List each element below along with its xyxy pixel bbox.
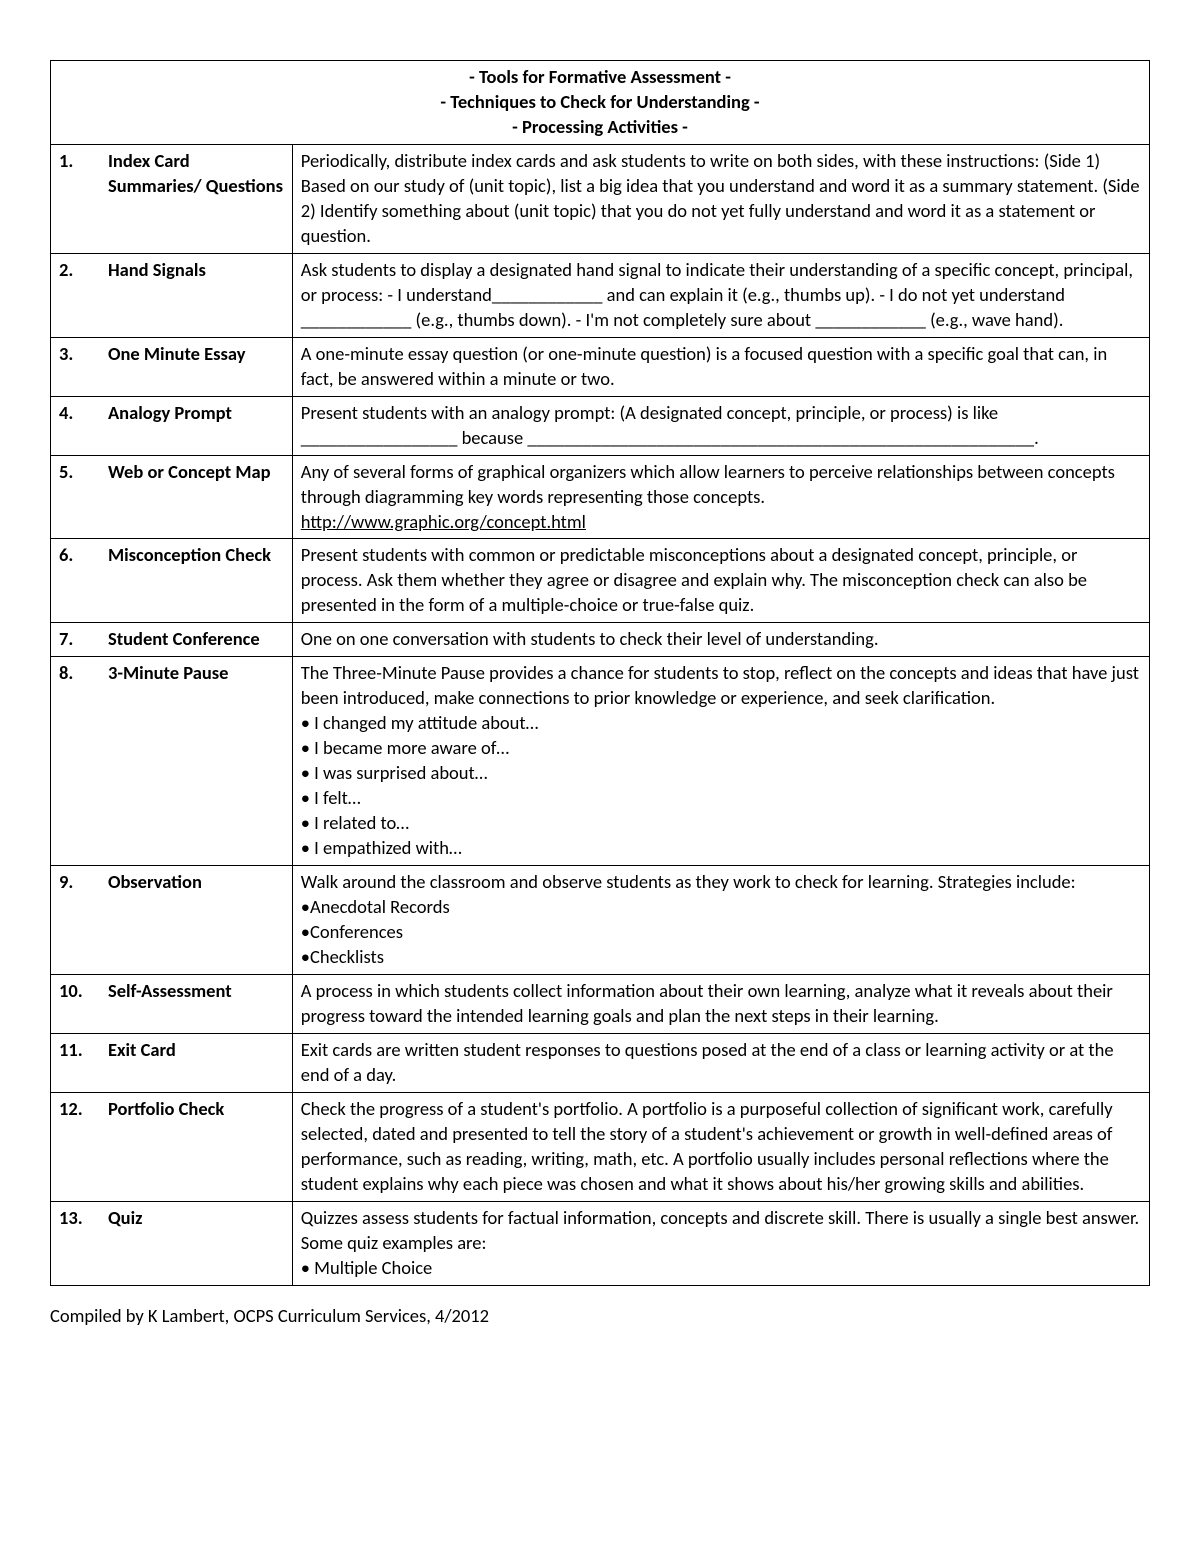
row-label: Student Conference xyxy=(100,623,292,657)
list-item: I became more aware of… xyxy=(301,736,1141,761)
table-row: 12.Portfolio CheckCheck the progress of … xyxy=(51,1092,1150,1201)
table-row: 3.One Minute EssayA one-minute essay que… xyxy=(51,337,1150,396)
row-label: Index Card Summaries/ Questions xyxy=(100,144,292,253)
footer-text: Compiled by K Lambert, OCPS Curriculum S… xyxy=(50,1304,1150,1327)
row-number: 11. xyxy=(51,1033,100,1092)
table-title: - Tools for Formative Assessment - - Tec… xyxy=(51,61,1150,145)
row-label: Web or Concept Map xyxy=(100,455,292,539)
table-row: 4.Analogy PromptPresent students with an… xyxy=(51,396,1150,455)
row-label: Portfolio Check xyxy=(100,1092,292,1201)
row-description: Check the progress of a student's portfo… xyxy=(292,1092,1149,1201)
list-item: I felt… xyxy=(301,786,1141,811)
row-label: Analogy Prompt xyxy=(100,396,292,455)
document-page: - Tools for Formative Assessment - - Tec… xyxy=(0,0,1200,1553)
row-number: 2. xyxy=(51,253,100,337)
row-number: 5. xyxy=(51,455,100,539)
row-number: 4. xyxy=(51,396,100,455)
table-row: 7.Student ConferenceOne on one conversat… xyxy=(51,623,1150,657)
list-item: I changed my attitude about… xyxy=(301,711,1141,736)
table-row: 13.QuizQuizzes assess students for factu… xyxy=(51,1201,1150,1285)
row-label: Exit Card xyxy=(100,1033,292,1092)
row-label: Misconception Check xyxy=(100,539,292,623)
row-description-intro: Walk around the classroom and observe st… xyxy=(301,870,1141,895)
row-label: Hand Signals xyxy=(100,253,292,337)
title-line-1: - Tools for Formative Assessment - xyxy=(59,65,1141,90)
row-number: 13. xyxy=(51,1201,100,1285)
row-label: Observation xyxy=(100,866,292,975)
row-number: 10. xyxy=(51,974,100,1033)
table-row: 5.Web or Concept MapAny of several forms… xyxy=(51,455,1150,539)
row-description: Walk around the classroom and observe st… xyxy=(292,866,1149,975)
row-label: 3-Minute Pause xyxy=(100,657,292,866)
row-description-intro: Quizzes assess students for factual info… xyxy=(301,1206,1141,1256)
row-number: 9. xyxy=(51,866,100,975)
row-bullet-list: I changed my attitude about… I became mo… xyxy=(301,711,1141,861)
list-item: I related to… xyxy=(301,811,1141,836)
list-item: I empathized with… xyxy=(301,836,1141,861)
row-bullet-list: Anecdotal RecordsConferencesChecklists xyxy=(301,895,1141,970)
row-number: 12. xyxy=(51,1092,100,1201)
row-description: A process in which students collect info… xyxy=(292,974,1149,1033)
row-label: Quiz xyxy=(100,1201,292,1285)
row-number: 8. xyxy=(51,657,100,866)
title-line-2: - Techniques to Check for Understanding … xyxy=(59,90,1141,115)
list-item: Multiple Choice xyxy=(301,1256,1141,1281)
row-description-intro: The Three-Minute Pause provides a chance… xyxy=(301,661,1141,711)
row-link[interactable]: http://www.graphic.org/concept.html xyxy=(301,510,1141,535)
row-number: 3. xyxy=(51,337,100,396)
table-row: 10.Self-AssessmentA process in which stu… xyxy=(51,974,1150,1033)
row-description: Quizzes assess students for factual info… xyxy=(292,1201,1149,1285)
assessment-table: - Tools for Formative Assessment - - Tec… xyxy=(50,60,1150,1286)
header-row: - Tools for Formative Assessment - - Tec… xyxy=(51,61,1150,145)
row-number: 7. xyxy=(51,623,100,657)
row-number: 1. xyxy=(51,144,100,253)
row-description: Periodically, distribute index cards and… xyxy=(292,144,1149,253)
row-description-intro: Any of several forms of graphical organi… xyxy=(301,460,1141,510)
table-row: 6.Misconception CheckPresent students wi… xyxy=(51,539,1150,623)
table-row: 1.Index Card Summaries/ QuestionsPeriodi… xyxy=(51,144,1150,253)
list-item: Anecdotal Records xyxy=(301,895,1141,920)
row-description: The Three-Minute Pause provides a chance… xyxy=(292,657,1149,866)
table-row: 9.Observation Walk around the classroom a… xyxy=(51,866,1150,975)
table-row: 11.Exit CardExit cards are written stude… xyxy=(51,1033,1150,1092)
list-item: I was surprised about… xyxy=(301,761,1141,786)
row-description: A one-minute essay question (or one-minu… xyxy=(292,337,1149,396)
row-description: Any of several forms of graphical organi… xyxy=(292,455,1149,539)
row-number: 6. xyxy=(51,539,100,623)
row-description: Exit cards are written student responses… xyxy=(292,1033,1149,1092)
row-description: One on one conversation with students to… xyxy=(292,623,1149,657)
row-description: Present students with an analogy prompt:… xyxy=(292,396,1149,455)
row-description: Ask students to display a designated han… xyxy=(292,253,1149,337)
row-bullet-list: Multiple Choice xyxy=(301,1256,1141,1281)
row-description: Present students with common or predicta… xyxy=(292,539,1149,623)
list-item: Conferences xyxy=(301,920,1141,945)
table-row: 8.3-Minute PauseThe Three-Minute Pause p… xyxy=(51,657,1150,866)
title-line-3: - Processing Activities - xyxy=(59,115,1141,140)
list-item: Checklists xyxy=(301,945,1141,970)
row-label: One Minute Essay xyxy=(100,337,292,396)
table-row: 2.Hand SignalsAsk students to display a … xyxy=(51,253,1150,337)
row-label: Self-Assessment xyxy=(100,974,292,1033)
